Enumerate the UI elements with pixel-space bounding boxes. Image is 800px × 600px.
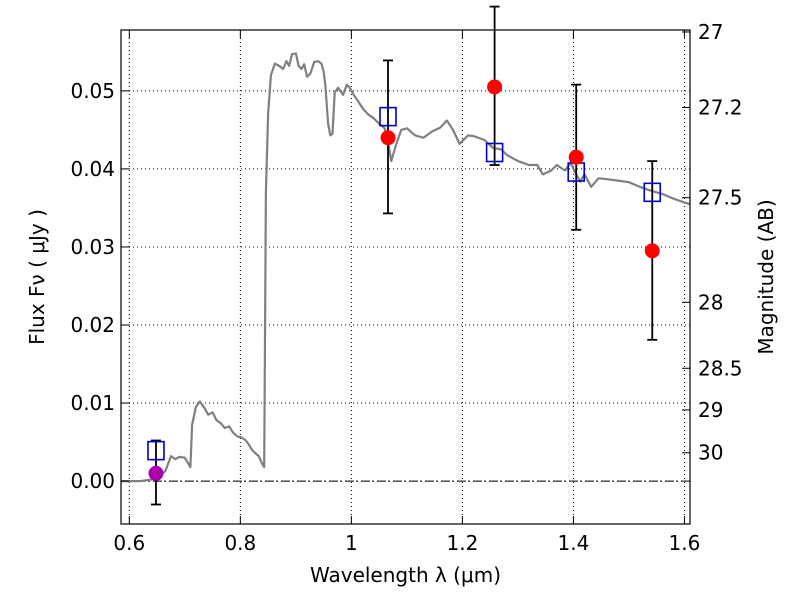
magnitude-tick-label: 27.2: [698, 96, 743, 120]
y-tick-label: 0.02: [70, 313, 115, 337]
observed-point: [644, 243, 660, 259]
axis-ticks: 0.6 0.8 1 1.2 1.4 1.6 0.00 0.01 0.02 0.03 0.04 0.05…: [70, 20, 742, 555]
x-tick-label: 1.6: [669, 531, 701, 555]
magnitude-tick-label: 27: [698, 20, 723, 44]
observed-point: [568, 149, 584, 165]
model-band-square: [379, 106, 397, 127]
x-tick-label: 1.2: [446, 531, 478, 555]
magnitude-tick-label: 29: [698, 398, 723, 422]
magnitude-tick-label: 28: [698, 290, 723, 314]
observed-point: [380, 130, 396, 146]
y-tick-label: 0.00: [70, 469, 115, 493]
x-axis-label: Wavelength λ (μm): [310, 563, 501, 587]
y-tick-label: 0.03: [70, 235, 115, 259]
x-tick-label: 1: [345, 531, 358, 555]
upper-limit-point: [148, 465, 164, 481]
model-spectrum-line: [121, 52, 691, 483]
magnitude-tick-label: 27.5: [698, 186, 743, 210]
x-tick-label: 0.8: [224, 531, 256, 555]
magnitude-tick-label: 28.5: [698, 356, 743, 380]
magnitude-axis-label: Magnitude (AB): [754, 199, 778, 354]
magnitude-tick-label: 30: [698, 441, 723, 465]
x-tick-label: 1.4: [558, 531, 590, 555]
observed-point: [487, 79, 503, 95]
plot-frame: [120, 29, 691, 525]
model-band-square: [147, 440, 165, 461]
x-tick-label: 0.6: [113, 531, 145, 555]
model-band-square: [643, 182, 662, 203]
y-tick-label: 0.04: [70, 157, 115, 181]
y-axis-label: Flux Fν ( μJy ): [25, 209, 49, 345]
grid-lines: [121, 30, 690, 524]
data-marks: [147, 5, 662, 506]
model-band-square: [485, 142, 504, 163]
y-tick-label: 0.01: [70, 391, 115, 415]
y-tick-label: 0.05: [70, 79, 115, 103]
